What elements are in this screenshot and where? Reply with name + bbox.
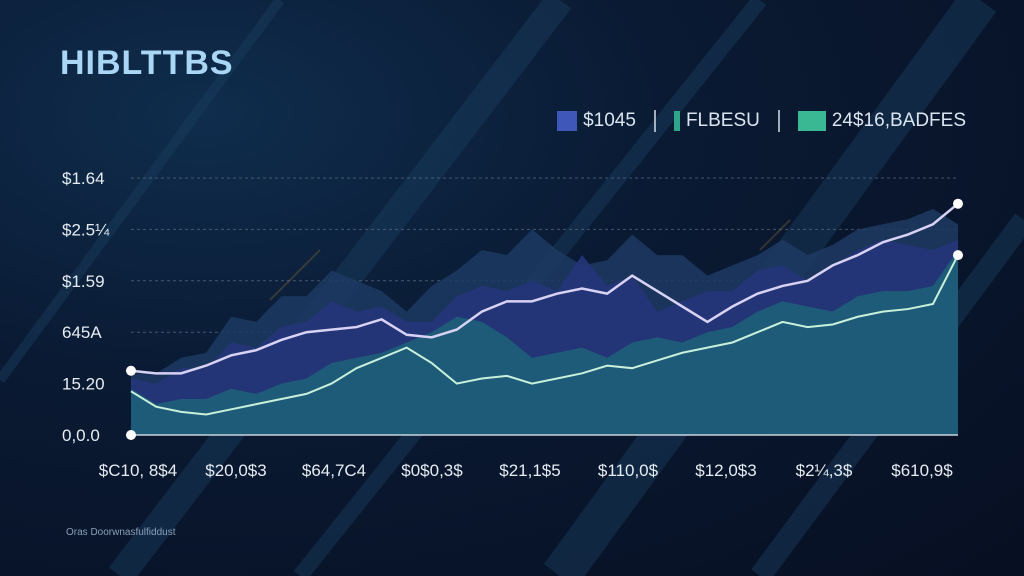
area-front	[131, 249, 958, 435]
point-upper-start	[126, 365, 136, 376]
legend-swatch-1	[557, 111, 578, 131]
y-tick-label-2: 645A	[62, 323, 102, 342]
legend-separator-1	[653, 110, 656, 132]
y-tick-label-4: $2.5¼	[62, 220, 110, 239]
x-tick-label-5: $110,0$	[598, 461, 659, 480]
chart-title: HIBLTTBS	[60, 44, 234, 82]
y-tick-label-0: 0,0.0	[62, 426, 100, 445]
legend-swatch-3	[797, 111, 826, 131]
legend-separator-2	[777, 110, 780, 132]
point-lower-end	[953, 250, 963, 261]
point-upper-end	[953, 198, 963, 209]
line-upper	[130, 202, 959, 375]
legend-label-1: $1045	[583, 110, 636, 131]
y-tick-label-5: $1.64	[62, 169, 105, 188]
x-tick-label-8: $610,9$	[891, 461, 953, 480]
y-tick-label-1: 15.20	[62, 375, 105, 394]
legend-label-3: 24$16,BADFES	[831, 110, 966, 131]
x-tick-label-3: $0$0,3$	[401, 461, 463, 480]
x-tick-label-1: $20,0$3	[205, 461, 266, 480]
line-lower	[130, 254, 959, 416]
x-tick-label-6: $12,0$3	[695, 461, 756, 480]
x-tick-label-2: $64,7C4	[302, 461, 366, 480]
x-tick-label-0: $C10, 8$4	[99, 461, 177, 480]
legend-label-2: FLBESU	[685, 110, 760, 131]
point-origin	[126, 430, 136, 440]
x-tick-label-7: $2¼,3$	[796, 461, 853, 480]
legend-swatch-2	[673, 111, 680, 131]
legend-item-2: FLBESU	[673, 110, 760, 132]
legend-item-3: 24$16,BADFES	[797, 110, 966, 132]
legend: $1045 FLBESU 24$16,BADFES	[557, 110, 966, 132]
legend-item-1: $1045	[557, 110, 636, 132]
footnote: Oras Doorwnasfulfiddust	[66, 527, 176, 538]
y-tick-label-3: $1.59	[62, 272, 105, 291]
x-tick-label-4: $21,1$5	[499, 461, 560, 480]
